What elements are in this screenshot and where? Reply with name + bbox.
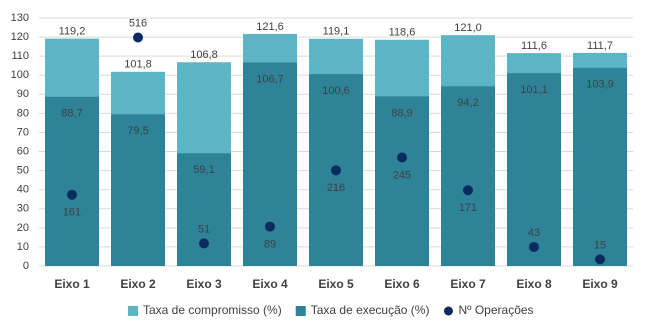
operations-dot [529,241,539,252]
bar [375,96,429,266]
operations-dot [397,152,407,163]
y-tick-label: 0 [23,260,29,272]
data-label: 100,6 [322,85,350,97]
y-tick-label: 110 [11,50,29,62]
data-label: 106,8 [190,49,218,61]
data-label: 516 [129,17,147,29]
operations-dot [199,238,209,249]
y-tick-label: 20 [17,222,29,234]
data-label: 88,9 [391,107,412,119]
data-label: 106,7 [256,73,284,85]
legend-marker [128,306,138,316]
y-tick-label: 60 [17,145,29,157]
data-label: 51 [198,223,210,235]
data-label: 216 [327,182,345,194]
y-tick-label: 70 [17,126,29,138]
bar [441,86,495,267]
data-label: 121,0 [454,22,482,34]
data-label: 89 [264,238,276,250]
y-tick-label: 120 [11,31,29,43]
x-tick-label: Eixo 1 [54,277,90,291]
x-tick-label: Eixo 7 [450,277,486,291]
data-label: 118,6 [389,27,416,39]
data-label: 111,6 [521,40,547,52]
x-tick-label: Eixo 3 [186,277,222,291]
y-tick-label: 130 [11,12,29,24]
y-tick-label: 30 [17,203,29,215]
y-tick-label: 50 [17,165,29,177]
operations-dot [331,165,341,176]
x-tick-label: Eixo 8 [516,277,552,291]
x-tick-label: Eixo 6 [384,277,420,291]
legend-label: Taxa de execução (%) [311,303,430,317]
x-tick-label: Eixo 5 [318,277,354,291]
data-label: 171 [459,202,477,214]
legend-marker [443,306,453,316]
operations-dot [133,32,143,43]
operations-dot [463,185,473,196]
legend-label: Taxa de compromisso (%) [143,303,282,317]
data-label: 111,7 [587,40,613,52]
x-tick-label: Eixo 4 [252,277,288,291]
y-tick-label: 100 [11,69,29,81]
data-label: 121,6 [256,21,284,33]
y-tick-label: 80 [17,107,29,119]
data-label: 79,5 [127,125,148,137]
y-tick-label: 40 [17,184,29,196]
legend-label: Nº Operações [458,303,533,317]
data-label: 119,2 [59,26,86,38]
data-label: 103,9 [586,79,614,91]
data-label: 101,8 [124,59,152,71]
data-label: 101,1 [520,84,548,96]
operations-dot [265,221,275,232]
x-tick-label: Eixo 9 [582,277,618,291]
data-label: 88,7 [61,108,82,120]
y-tick-label: 90 [17,88,29,100]
x-tick-label: Eixo 2 [120,277,156,291]
data-label: 119,1 [323,26,350,38]
bar [243,62,297,266]
data-label: 43 [528,227,540,239]
bar [507,73,561,266]
data-label: 161 [63,207,81,219]
y-tick-label: 10 [17,241,29,253]
operations-dot [67,189,77,200]
bar [45,96,99,266]
legend-marker [295,306,306,316]
operations-dot [595,254,605,265]
bar [573,67,627,266]
data-label: 245 [393,169,411,181]
bar [111,114,165,266]
data-label: 15 [594,239,606,251]
data-label: 59,1 [193,164,214,176]
data-label: 94,2 [457,97,478,109]
